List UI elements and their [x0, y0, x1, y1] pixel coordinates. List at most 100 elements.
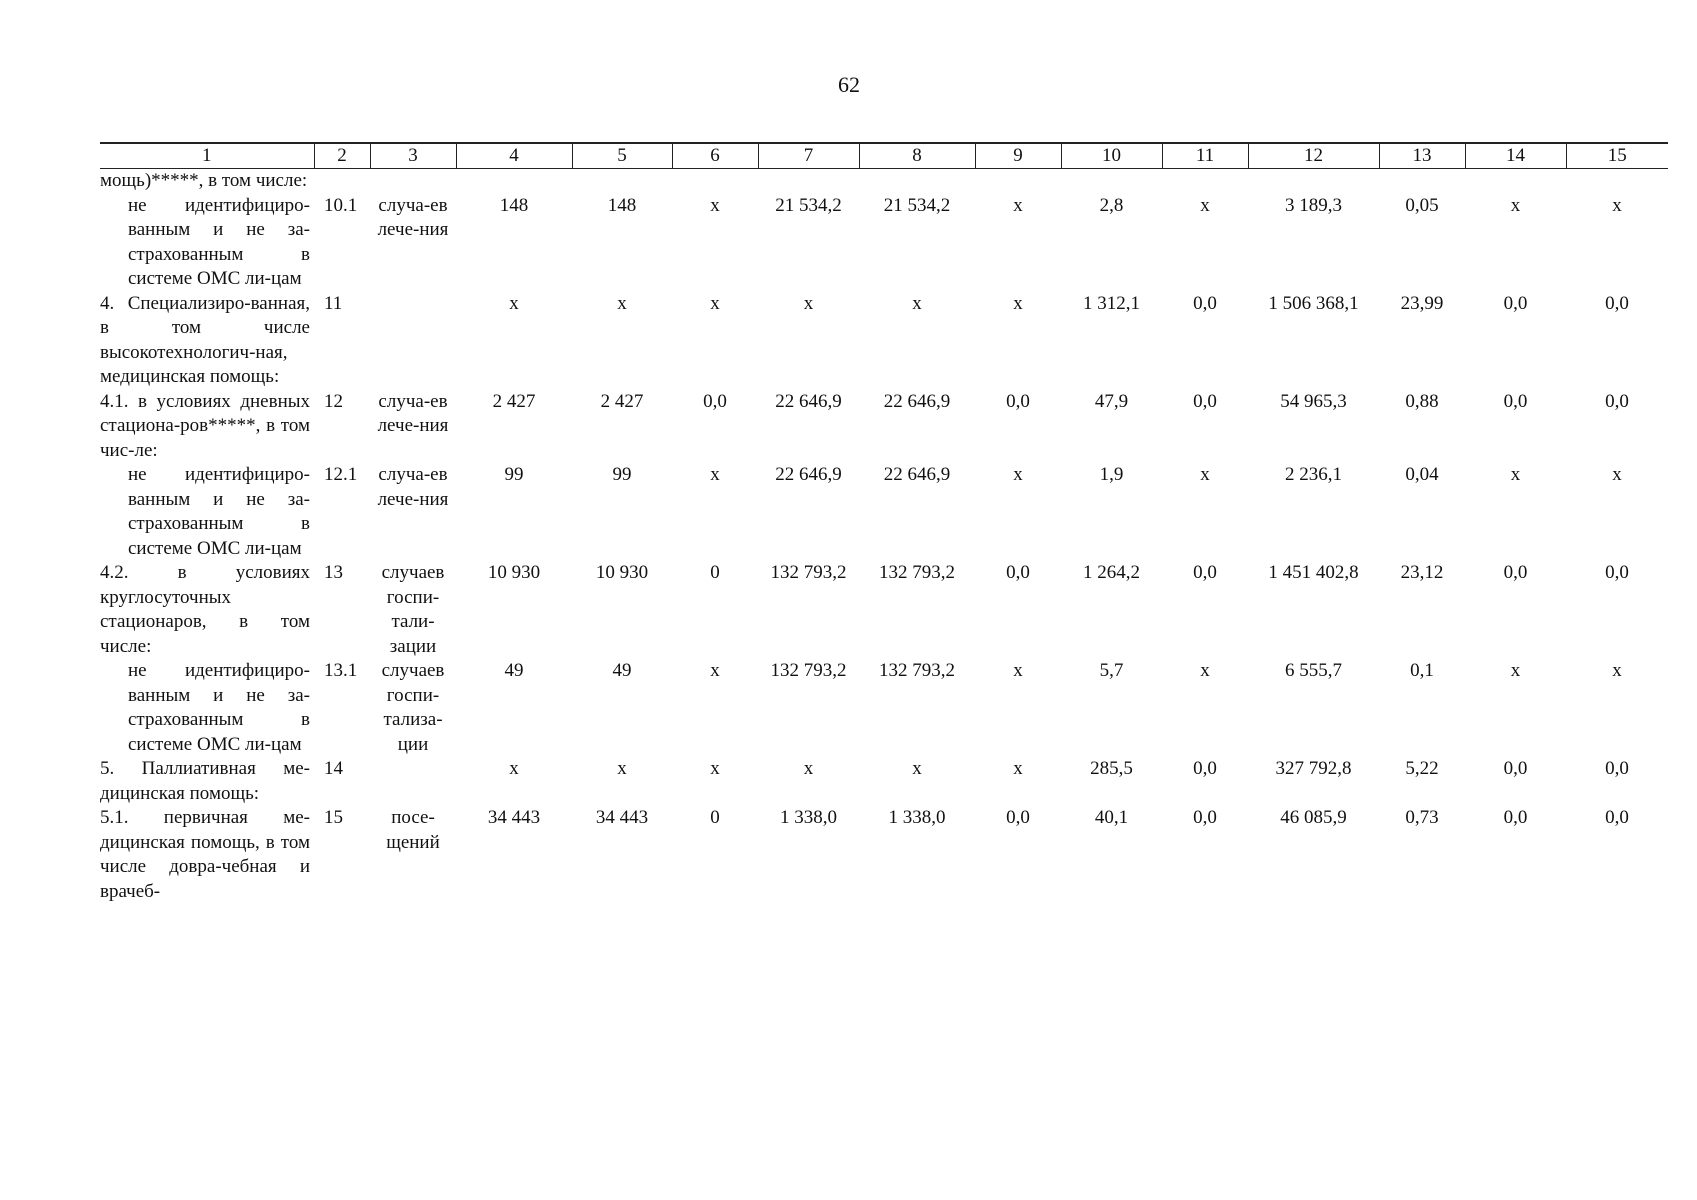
- row-name-cell: не идентифициро-ванным и не за-страхован…: [128, 464, 310, 559]
- column-number-3: 3: [369, 142, 457, 169]
- value-cell-col-12: 3 189,3: [1285, 194, 1342, 216]
- value-cell-col-8: х: [912, 758, 922, 779]
- value-cell-col-15: 0,0: [1605, 562, 1629, 583]
- value-cell-col-7: 22 646,9: [775, 390, 842, 412]
- table-row: 5. Паллиативная ме-дицинская помощь: 14 х х…: [100, 757, 1668, 806]
- value-cell-col-11: 0,0: [1193, 562, 1217, 583]
- value-cell-col-10: 285,5: [1090, 758, 1133, 779]
- column-number-row: 1 2 3 4 5 6 7 8 9 10 11 12 13 14 15: [100, 142, 1668, 169]
- value-cell-col-7: 132 793,2: [770, 562, 847, 583]
- column-number-12: 12: [1247, 142, 1380, 169]
- value-cell-col-8: 132 793,2: [879, 562, 955, 583]
- value-cell-col-15: 0,0: [1605, 758, 1629, 779]
- value-cell-col-5: 99: [612, 464, 632, 485]
- row-number-cell: 14: [324, 758, 343, 779]
- value-cell-col-8: 22 646,9: [883, 464, 951, 485]
- value-cell-col-4: [456, 169, 572, 194]
- table-row: не идентифициро-ванным и не за-страхован…: [100, 659, 1668, 757]
- row-number-cell: 12: [324, 390, 343, 412]
- value-cell-col-7: 22 646,9: [775, 464, 842, 485]
- column-number-10: 10: [1060, 142, 1163, 169]
- table-row: не идентифициро-ванным и не за-страхован…: [100, 463, 1668, 561]
- value-cell-col-14: [1465, 169, 1566, 194]
- row-name-cell: 4. Специализиро-ванная, в том числе высо…: [100, 292, 310, 388]
- value-cell-col-13: 0,04: [1405, 464, 1439, 485]
- value-cell-col-11: х: [1200, 194, 1210, 216]
- unit-cell: случа-ев лече-ния: [377, 390, 449, 437]
- value-cell-col-11: 0,0: [1193, 292, 1217, 314]
- table-row: не идентифициро-ванным и не за-страхован…: [100, 194, 1668, 292]
- value-cell-col-6: х: [710, 292, 720, 314]
- unit-cell: случаев госпи-тализа-ции: [381, 660, 445, 755]
- value-cell-col-6: х: [710, 194, 720, 216]
- value-cell-col-8: 22 646,9: [883, 390, 951, 412]
- table-row: мощь)*****, в том числе:: [100, 169, 1668, 194]
- unit-cell: [370, 292, 456, 390]
- value-cell-col-6: [672, 169, 758, 194]
- value-cell-col-12: 46 085,9: [1280, 807, 1347, 828]
- value-cell-col-12: 6 555,7: [1285, 660, 1342, 681]
- value-cell-col-11: 0,0: [1193, 807, 1217, 828]
- row-name-cell: мощь)*****, в том числе:: [100, 170, 308, 191]
- value-cell-col-6: 0: [710, 562, 720, 583]
- value-cell-col-4: х: [509, 758, 519, 779]
- value-cell-col-10: [1061, 169, 1162, 194]
- value-cell-col-6: х: [710, 758, 720, 779]
- value-cell-col-11: х: [1200, 660, 1210, 681]
- unit-cell: случаев госпи-тали-зации: [381, 562, 445, 657]
- row-number-cell: 15: [324, 807, 343, 828]
- value-cell-col-14: х: [1510, 660, 1521, 681]
- value-cell-col-9: х: [1013, 660, 1023, 681]
- value-cell-col-13: 0,05: [1405, 194, 1439, 216]
- value-cell-col-4: 99: [504, 464, 524, 485]
- value-cell-col-13: 5,22: [1405, 758, 1439, 779]
- value-cell-col-8: 1 338,0: [888, 807, 946, 828]
- column-number-13: 13: [1378, 142, 1466, 169]
- unit-cell: [370, 169, 456, 194]
- row-name-cell: 5.1. первичная ме-дицинская помощь, в то…: [100, 807, 310, 902]
- value-cell-col-9: х: [1013, 464, 1023, 485]
- value-cell-col-9: 0,0: [1006, 562, 1030, 583]
- column-number-15: 15: [1565, 142, 1668, 169]
- unit-cell: [370, 757, 456, 806]
- value-cell-col-10: 47,9: [1094, 390, 1129, 412]
- value-cell-col-5: х: [617, 758, 627, 779]
- value-cell-col-4: 148: [499, 194, 529, 216]
- column-number-14: 14: [1464, 142, 1567, 169]
- column-number-6: 6: [671, 142, 759, 169]
- value-cell-col-4: 49: [504, 660, 524, 681]
- value-cell-col-10: 1 312,1: [1083, 292, 1140, 314]
- row-number-cell: 13: [324, 562, 343, 583]
- value-cell-col-7: х: [803, 758, 814, 779]
- value-cell-col-9: х: [1013, 758, 1023, 779]
- table-row: 4.2. в условиях круглосуточных стационар…: [100, 561, 1668, 659]
- value-cell-col-14: 0,0: [1503, 562, 1528, 583]
- value-cell-col-14: 0,0: [1503, 807, 1528, 828]
- row-name-cell: 4.2. в условиях круглосуточных стационар…: [100, 562, 310, 657]
- value-cell-col-12: 54 965,3: [1280, 390, 1347, 412]
- value-cell-col-6: х: [710, 464, 720, 485]
- value-cell-col-9: 0,0: [1006, 390, 1030, 412]
- page-number: 62: [838, 72, 860, 97]
- column-number-4: 4: [455, 142, 573, 169]
- table-row: 5.1. первичная ме-дицинская помощь, в то…: [100, 806, 1668, 904]
- row-number-cell: 11: [324, 292, 343, 314]
- value-cell-col-5: х: [617, 292, 627, 314]
- value-cell-col-4: 2 427: [492, 390, 536, 412]
- value-cell-col-4: 34 443: [487, 807, 541, 828]
- value-cell-col-10: 5,7: [1099, 660, 1124, 681]
- row-name-cell: 5. Паллиативная ме-дицинская помощь:: [100, 758, 310, 804]
- value-cell-col-9: [975, 169, 1061, 194]
- table-row: 4. Специализиро-ванная, в том числе высо…: [100, 292, 1668, 390]
- value-cell-col-11: х: [1200, 464, 1210, 485]
- column-number-9: 9: [974, 142, 1062, 169]
- value-cell-col-13: 23,99: [1400, 292, 1444, 314]
- value-cell-col-15: 0,0: [1605, 807, 1629, 828]
- value-cell-col-8: [859, 169, 975, 194]
- value-cell-col-13: 0,88: [1405, 390, 1439, 412]
- value-cell-col-11: [1162, 169, 1248, 194]
- value-cell-col-10: 1 264,2: [1083, 562, 1140, 583]
- row-number-cell: 10.1: [324, 194, 358, 216]
- value-cell-col-14: 0,0: [1503, 390, 1528, 412]
- row-number-cell: 12.1: [324, 464, 358, 485]
